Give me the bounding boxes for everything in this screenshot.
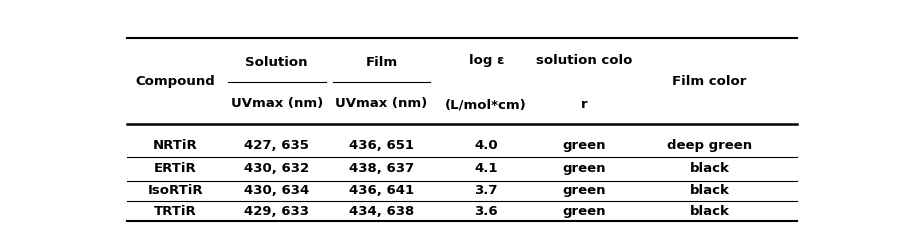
Text: 436, 651: 436, 651 bbox=[349, 139, 414, 152]
Text: green: green bbox=[562, 163, 605, 175]
Text: ERTiR: ERTiR bbox=[154, 163, 196, 175]
Text: green: green bbox=[562, 184, 605, 197]
Text: IsoRTiR: IsoRTiR bbox=[148, 184, 204, 197]
Text: 430, 632: 430, 632 bbox=[244, 163, 309, 175]
Text: log ε: log ε bbox=[469, 54, 504, 67]
Text: green: green bbox=[562, 139, 605, 152]
Text: 4.0: 4.0 bbox=[475, 139, 498, 152]
Text: black: black bbox=[689, 163, 730, 175]
Text: TRTiR: TRTiR bbox=[154, 205, 196, 218]
Text: 3.6: 3.6 bbox=[475, 205, 498, 218]
Text: 434, 638: 434, 638 bbox=[349, 205, 414, 218]
Text: Film: Film bbox=[366, 56, 397, 69]
Text: UVmax (nm): UVmax (nm) bbox=[231, 97, 323, 110]
Text: Compound: Compound bbox=[135, 75, 215, 88]
Text: green: green bbox=[562, 205, 605, 218]
Text: black: black bbox=[689, 184, 730, 197]
Text: Film color: Film color bbox=[672, 75, 747, 88]
Text: deep green: deep green bbox=[667, 139, 752, 152]
Text: UVmax (nm): UVmax (nm) bbox=[335, 97, 428, 110]
Text: (L/mol*cm): (L/mol*cm) bbox=[445, 99, 527, 111]
Text: black: black bbox=[689, 205, 730, 218]
Text: r: r bbox=[580, 99, 587, 111]
Text: 438, 637: 438, 637 bbox=[349, 163, 414, 175]
Text: 429, 633: 429, 633 bbox=[244, 205, 309, 218]
Text: 436, 641: 436, 641 bbox=[349, 184, 414, 197]
Text: 4.1: 4.1 bbox=[475, 163, 498, 175]
Text: 427, 635: 427, 635 bbox=[244, 139, 309, 152]
Text: 430, 634: 430, 634 bbox=[244, 184, 309, 197]
Text: Solution: Solution bbox=[245, 56, 308, 69]
Text: NRTiR: NRTiR bbox=[153, 139, 198, 152]
Text: solution colo: solution colo bbox=[536, 54, 633, 67]
Text: 3.7: 3.7 bbox=[475, 184, 498, 197]
